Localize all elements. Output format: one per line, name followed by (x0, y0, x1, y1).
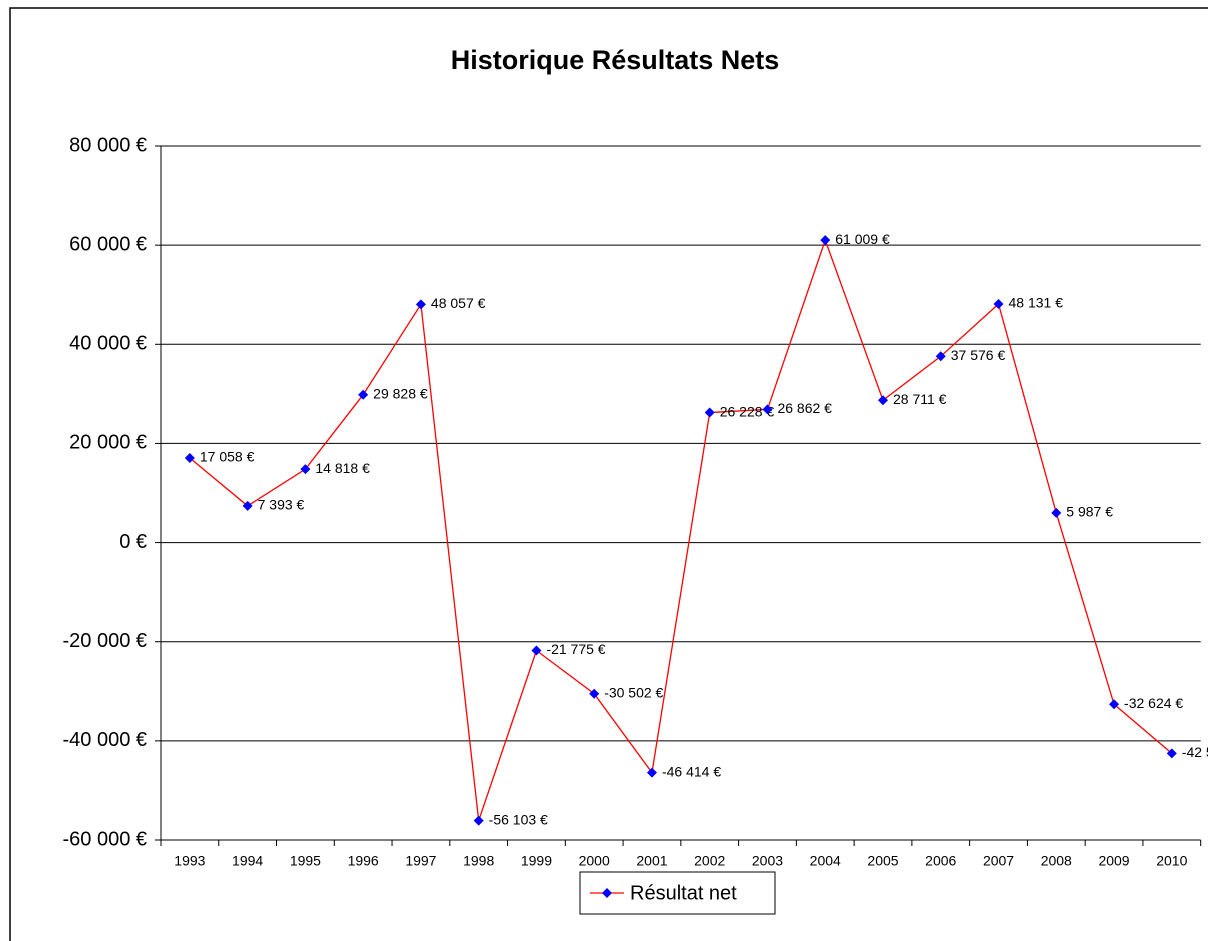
data-label: 26 228 € (720, 403, 775, 419)
x-tick-label: 1996 (348, 853, 379, 869)
chart-frame (9, 7, 1208, 941)
data-label: -32 624 € (1124, 695, 1183, 711)
y-tick-label: 40 000 € (69, 333, 147, 355)
x-tick-label: 2007 (983, 853, 1014, 869)
data-point (358, 389, 369, 400)
data-label: -42 527 € (1182, 744, 1208, 760)
x-tick-label: 2004 (810, 853, 841, 869)
data-point (646, 767, 657, 778)
data-point (762, 404, 773, 415)
data-point (704, 407, 715, 418)
series-line (189, 238, 1173, 821)
data-point (993, 298, 1004, 309)
data-point (473, 815, 484, 826)
data-point (531, 645, 542, 656)
data-label: 37 576 € (951, 347, 1006, 363)
data-point (820, 235, 831, 246)
y-tick-label: 60 000 € (69, 233, 147, 255)
legend-marker (602, 888, 612, 898)
data-point (589, 688, 600, 699)
data-label: 26 862 € (777, 400, 832, 416)
data-label: -21 775 € (546, 641, 605, 657)
data-point (300, 464, 311, 475)
data-label: -56 103 € (489, 811, 548, 827)
data-label: 29 828 € (373, 385, 428, 401)
x-tick-label: 2008 (1041, 853, 1072, 869)
data-point (1166, 748, 1177, 759)
data-label: 5 987 € (1066, 504, 1113, 520)
x-tick-label: 1994 (232, 853, 263, 869)
x-tick-label: 1999 (521, 853, 552, 869)
data-label: -46 414 € (662, 763, 721, 779)
x-tick-label: 2009 (1098, 853, 1129, 869)
data-label: 28 711 € (893, 391, 947, 407)
x-tick-label: 1993 (174, 853, 205, 869)
data-point (415, 299, 426, 310)
y-tick-label: 0 € (119, 531, 147, 553)
data-label: 17 058 € (200, 449, 255, 465)
x-tick-label: 2003 (752, 853, 783, 869)
data-point (184, 453, 195, 464)
x-tick-label: 1995 (290, 853, 321, 869)
data-label: 7 393 € (258, 497, 305, 513)
x-tick-label: 2001 (636, 853, 667, 869)
data-label: 48 131 € (1009, 295, 1064, 311)
y-tick-label: -20 000 € (62, 630, 147, 652)
chart-title: Historique Résultats Nets (451, 45, 780, 75)
x-tick-label: 1998 (463, 853, 494, 869)
x-tick-label: 1997 (405, 853, 436, 869)
data-point (878, 395, 888, 406)
x-tick-label: 2000 (579, 853, 610, 869)
data-point (935, 351, 946, 362)
y-tick-label: -40 000 € (62, 729, 147, 751)
y-tick-label: 80 000 € (69, 134, 147, 156)
data-label: 14 818 € (315, 460, 370, 476)
x-tick-label: 2010 (1156, 853, 1187, 869)
data-label: -30 502 € (604, 684, 663, 700)
data-point (1051, 507, 1062, 518)
legend-label: Résultat net (630, 882, 737, 904)
data-point (242, 500, 253, 511)
y-tick-label: -60 000 € (62, 828, 147, 850)
y-tick-label: 20 000 € (69, 432, 147, 454)
data-label: 61 009 € (835, 231, 890, 247)
x-tick-label: 2005 (867, 853, 898, 869)
data-point (1109, 699, 1120, 710)
data-label: 48 057 € (431, 295, 486, 311)
x-tick-label: 2002 (694, 853, 725, 869)
x-tick-label: 2006 (925, 853, 956, 869)
